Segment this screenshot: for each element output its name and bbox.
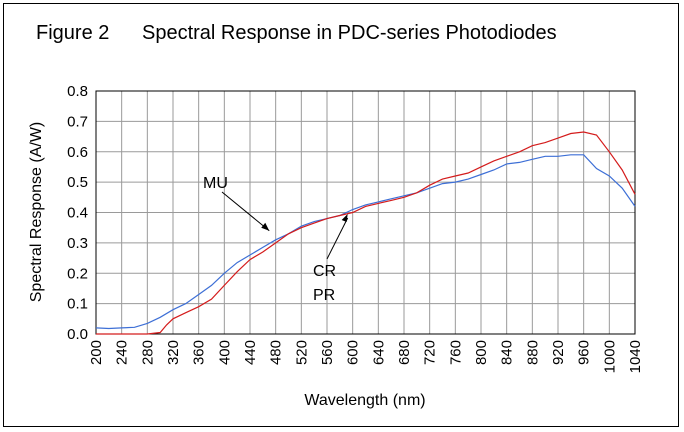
x-tick-label: 200 bbox=[88, 340, 105, 365]
arrowhead-mu bbox=[261, 222, 270, 231]
x-tick-label: 240 bbox=[114, 340, 131, 365]
x-tick-label: 720 bbox=[422, 340, 439, 365]
x-tick-label: 320 bbox=[165, 340, 182, 365]
grid bbox=[95, 90, 636, 335]
x-tick-label: 880 bbox=[524, 340, 541, 365]
x-tick-label: 960 bbox=[576, 340, 593, 365]
annotation-arrow-mu bbox=[221, 191, 270, 232]
x-tick-label: 840 bbox=[499, 340, 516, 365]
y-tick-label: 0.5 bbox=[67, 174, 88, 191]
x-tick-label: 600 bbox=[345, 340, 362, 365]
x-tick-label: 480 bbox=[268, 340, 285, 365]
figure-title: Spectral Response in PDC-series Photodio… bbox=[142, 22, 557, 44]
x-tick-labels: 200 240 280 320 360 400 440 480 520 560 600 640 680 7… bbox=[88, 340, 644, 373]
x-tick-label: 400 bbox=[216, 340, 233, 365]
x-tick-label: 360 bbox=[191, 340, 208, 365]
x-tick-label: 1000 bbox=[601, 340, 618, 373]
annotations: MU CR PR bbox=[203, 175, 349, 304]
annotation-mu: MU bbox=[203, 175, 228, 192]
x-tick-label: 520 bbox=[293, 340, 310, 365]
y-tick-label: 0.2 bbox=[67, 265, 88, 282]
y-tick-label: 0.6 bbox=[67, 144, 88, 161]
series-line-cr-pr bbox=[96, 131, 636, 335]
x-axis-title: Wavelength (nm) bbox=[304, 392, 425, 409]
y-axis-title: Spectral Response (A/W) bbox=[28, 122, 45, 303]
plot-border bbox=[95, 90, 636, 335]
y-tick-label: 0.0 bbox=[67, 326, 88, 343]
x-tick-label: 560 bbox=[319, 340, 336, 365]
x-tick-label: 640 bbox=[370, 340, 387, 365]
annotation-pr: PR bbox=[313, 287, 335, 304]
x-tick-label: 800 bbox=[473, 340, 490, 365]
x-tick-label: 920 bbox=[550, 340, 567, 365]
y-tick-labels: 0.0 0.1 0.2 0.3 0.4 0.5 0.6 0.7 0.8 bbox=[67, 83, 88, 343]
x-tick-label: 760 bbox=[447, 340, 464, 365]
arrowhead-cr bbox=[341, 214, 348, 223]
series bbox=[95, 131, 636, 335]
x-tick-label: 440 bbox=[242, 340, 259, 365]
annotation-cr: CR bbox=[313, 263, 336, 280]
y-tick-label: 0.3 bbox=[67, 235, 88, 252]
figure-label: Figure 2 bbox=[36, 22, 110, 44]
y-tick-label: 0.1 bbox=[67, 296, 88, 313]
x-tick-label: 1040 bbox=[627, 340, 644, 373]
y-tick-label: 0.8 bbox=[67, 83, 88, 100]
annotation-arrow-cr bbox=[326, 217, 349, 260]
x-tick-label: 680 bbox=[396, 340, 413, 365]
x-tick-label: 280 bbox=[139, 340, 156, 365]
y-tick-label: 0.4 bbox=[67, 205, 88, 222]
y-tick-label: 0.7 bbox=[67, 113, 88, 130]
figure-frame bbox=[3, 3, 679, 427]
plot-area bbox=[95, 90, 636, 335]
series-line-mu bbox=[95, 154, 636, 330]
